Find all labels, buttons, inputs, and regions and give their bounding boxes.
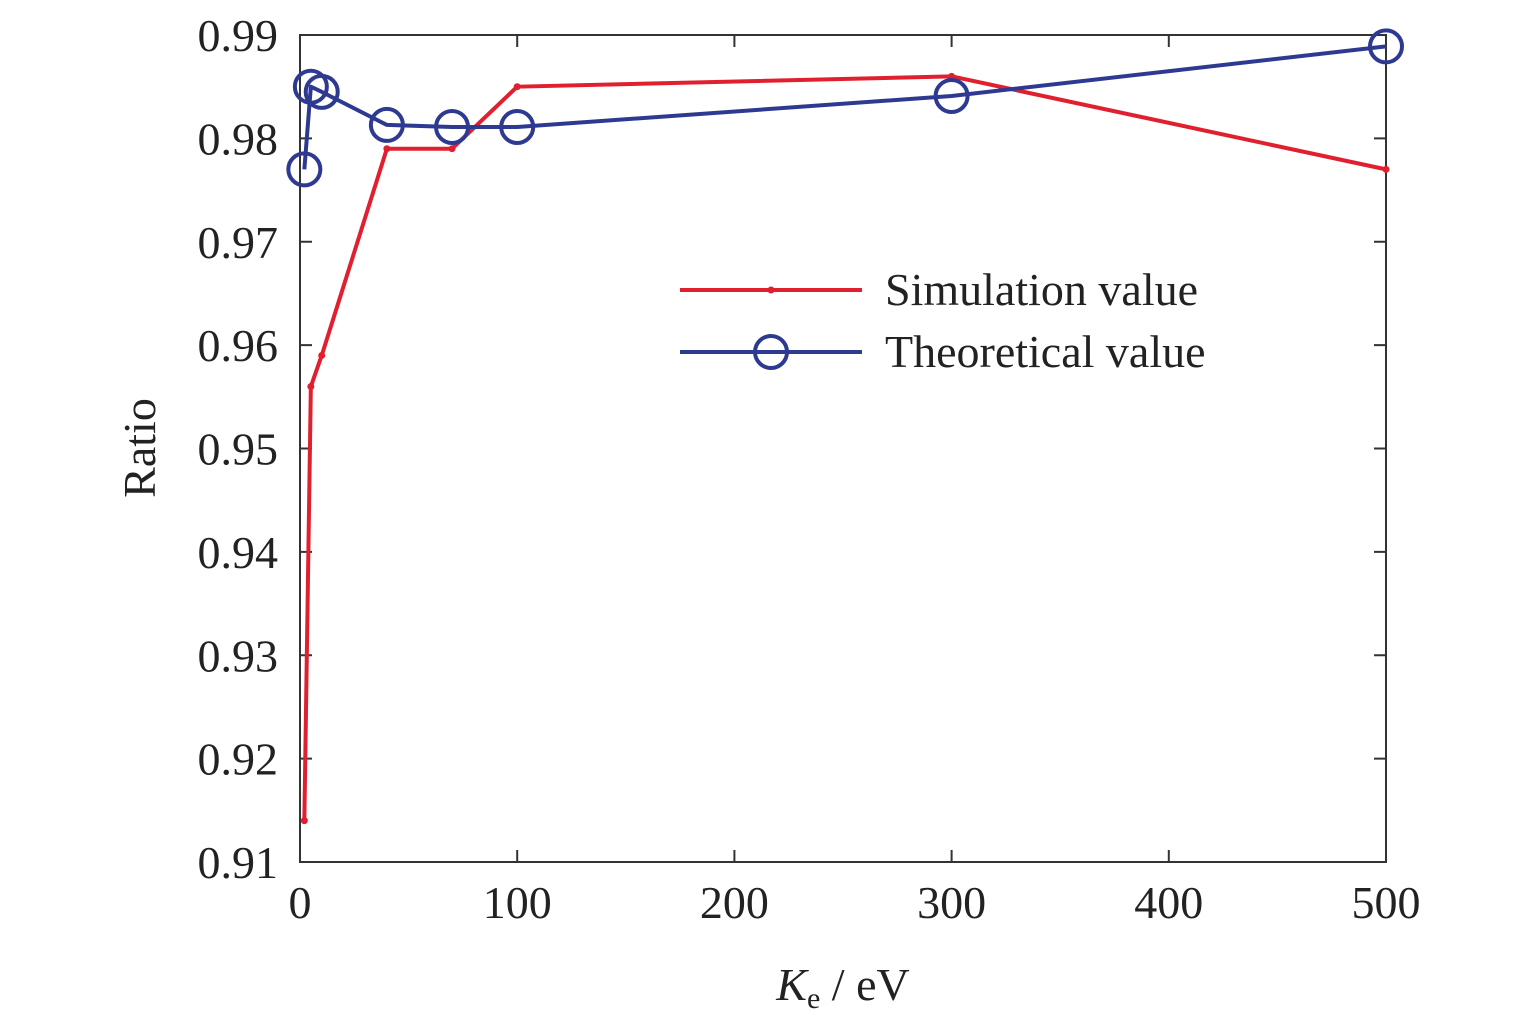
simulation-value-point xyxy=(318,351,326,359)
x-axis-title: Ke / eV xyxy=(775,959,909,1015)
theoretical-value-point xyxy=(303,73,340,110)
theoretical-value-point xyxy=(499,109,536,146)
legend-marker xyxy=(753,334,789,370)
simulation-value-point xyxy=(300,817,308,825)
simulation-value-point xyxy=(448,145,456,153)
theoretical-value-point xyxy=(368,106,405,143)
simulation-value-point xyxy=(307,382,315,390)
y-tick-label: 0.97 xyxy=(198,217,279,268)
theoretical-value-point xyxy=(933,77,970,114)
theoretical-value-point xyxy=(434,109,471,146)
simulation-value-line xyxy=(302,74,1387,821)
y-tick-label: 0.98 xyxy=(198,113,279,164)
legend: Simulation value Theoretical value xyxy=(680,264,1206,377)
y-tick-label: 0.94 xyxy=(198,527,279,578)
simulation-value-point xyxy=(513,83,521,91)
theoretical-value-point xyxy=(286,151,323,188)
theoretical-value-line xyxy=(302,44,1387,170)
x-axis: 0 100 200 300 400 500 xyxy=(289,35,1421,928)
x-axis-title-main: K xyxy=(775,959,809,1010)
y-tick-label: 0.92 xyxy=(198,734,279,785)
x-axis-title-sub: e xyxy=(807,982,820,1015)
x-tick-label: 400 xyxy=(1134,877,1203,928)
series-layer xyxy=(286,28,1404,825)
x-tick-label: 300 xyxy=(917,877,986,928)
legend-marker xyxy=(767,286,775,294)
x-axis-title-rest: / eV xyxy=(820,959,909,1010)
theoretical-value-point xyxy=(1368,28,1404,65)
y-tick-label: 0.93 xyxy=(198,630,279,681)
x-tick-label: 100 xyxy=(483,877,552,928)
x-tick-label: 500 xyxy=(1352,877,1421,928)
plot-area xyxy=(299,34,1387,863)
x-tick-label: 0 xyxy=(289,877,312,928)
simulation-value-point xyxy=(383,145,391,153)
y-tick-label: 0.95 xyxy=(198,424,279,475)
x-tick-label: 200 xyxy=(700,877,769,928)
y-axis-title: Ratio xyxy=(114,398,165,498)
simulation-value-point xyxy=(1382,165,1390,173)
y-tick-label: 0.96 xyxy=(198,320,279,371)
y-axis: 0.91 0.92 0.93 0.94 0.95 0.96 0.97 0.98 0.99 xyxy=(198,10,1386,888)
legend-label: Simulation value xyxy=(885,264,1198,315)
y-tick-label: 0.99 xyxy=(198,10,279,61)
y-tick-label: 0.91 xyxy=(198,837,279,888)
legend-label: Theoretical value xyxy=(885,326,1206,377)
